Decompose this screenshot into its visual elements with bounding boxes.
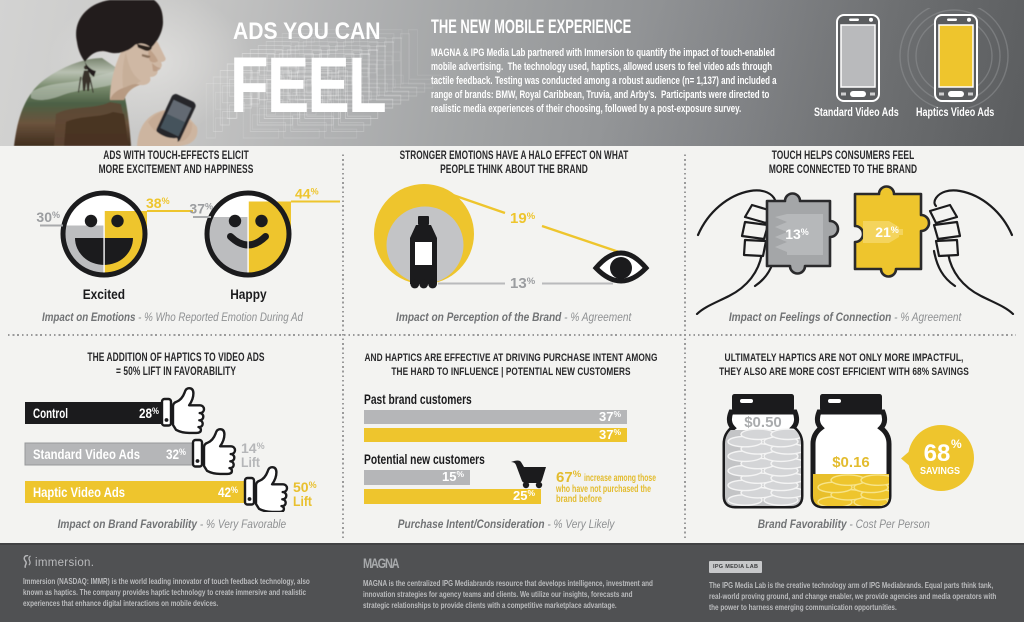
svg-text:brand before: brand before <box>556 493 602 505</box>
svg-text:SAVINGS: SAVINGS <box>920 465 960 477</box>
svg-text:Lift: Lift <box>293 493 312 509</box>
svg-text:$0.16: $0.16 <box>832 454 870 471</box>
svg-text:Control: Control <box>33 406 68 421</box>
svg-text:Standard Video Ads: Standard Video Ads <box>33 447 140 462</box>
svg-text:who have not purchased the: who have not purchased the <box>555 483 651 495</box>
svg-text:Lift: Lift <box>241 454 260 470</box>
svg-text:%: % <box>951 437 962 451</box>
svg-text:25%: 25% <box>513 488 535 503</box>
svg-text:44%: 44% <box>295 186 319 202</box>
svg-text:19%: 19% <box>510 210 536 227</box>
svg-text:37%: 37% <box>599 409 621 424</box>
svg-text:37%: 37% <box>599 427 621 442</box>
svg-text:Haptic Video Ads: Haptic Video Ads <box>33 485 125 500</box>
svg-text:38%: 38% <box>146 195 170 211</box>
svg-text:increase among those: increase among those <box>584 472 656 484</box>
svg-text:$0.50: $0.50 <box>744 414 782 431</box>
svg-text:13%: 13% <box>510 275 536 292</box>
svg-text:30%: 30% <box>36 209 60 225</box>
svg-text:68: 68 <box>924 440 951 467</box>
svg-text:15%: 15% <box>442 469 464 484</box>
